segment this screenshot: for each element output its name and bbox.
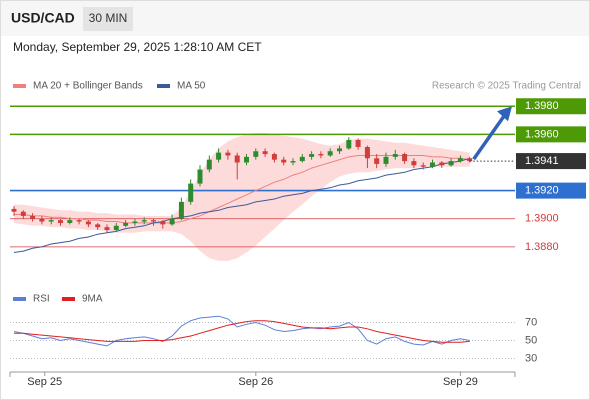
candle-body	[299, 156, 305, 162]
legend-label: RSI	[33, 294, 50, 305]
candle-body	[11, 208, 17, 212]
candle-body	[271, 154, 277, 160]
legend-swatch	[13, 297, 26, 301]
candle-body	[67, 220, 73, 223]
candle-body	[39, 218, 45, 222]
level-label: 1.3960	[525, 128, 559, 140]
last-price-box	[516, 153, 586, 170]
timestamp: Monday, September 29, 2025 1:28:10 AM CE…	[13, 40, 262, 54]
legend-label: 9MA	[82, 294, 103, 305]
candle-body	[123, 222, 129, 226]
candle-body	[318, 154, 324, 156]
level-label-box	[516, 182, 586, 199]
credit: Research © 2025 Trading Central	[432, 81, 581, 92]
level-label: 1.3980	[525, 100, 559, 112]
legend-swatch	[62, 297, 75, 301]
candle-body	[392, 154, 398, 157]
candle-body	[95, 224, 101, 228]
candle-body	[253, 151, 259, 157]
candle-body	[160, 221, 166, 225]
candle-body	[281, 159, 287, 163]
candle-body	[30, 215, 36, 219]
candle-body	[132, 221, 138, 223]
x-tick-label: Sep 29	[443, 376, 478, 388]
candle-body	[346, 139, 352, 149]
candle-body	[197, 169, 203, 184]
level-label: 1.3900	[525, 213, 559, 225]
legend-swatch	[157, 84, 170, 88]
level-label-box	[516, 126, 586, 143]
candle-body	[430, 162, 435, 167]
candle-body	[58, 220, 63, 223]
candle-body	[178, 201, 184, 219]
indicator-line	[13, 315, 470, 347]
candle-body	[262, 151, 268, 155]
candle-body	[216, 152, 222, 160]
candle-body	[374, 158, 380, 164]
x-tick-label: Sep 25	[27, 376, 62, 388]
candle-body	[448, 161, 454, 166]
y-tick-label: 30	[525, 352, 537, 364]
candle-body	[364, 147, 370, 159]
candle-body	[402, 154, 408, 162]
candle-body	[151, 220, 156, 222]
candle-body	[104, 227, 110, 230]
candle-body	[169, 218, 175, 225]
candle-body	[411, 161, 417, 166]
candle-body	[327, 151, 333, 156]
timeframe: 30 MIN	[89, 11, 128, 25]
candle-body	[467, 158, 473, 162]
candle-body	[383, 156, 389, 164]
legend-label: MA 50	[177, 81, 206, 92]
candle-body	[113, 225, 119, 230]
candle-body	[85, 221, 91, 225]
indicator-line	[14, 320, 470, 343]
candle-body	[420, 165, 426, 167]
legend-swatch	[13, 84, 26, 88]
last-price-label: 1.3941	[525, 155, 559, 167]
level-label-box	[516, 98, 586, 115]
y-tick-label: 50	[525, 334, 537, 346]
level-label: 1.3920	[525, 185, 559, 197]
candle-body	[309, 154, 315, 157]
symbol: USD/CAD	[11, 10, 75, 26]
legend-label: MA 20 + Bollinger Bands	[33, 81, 143, 92]
candle-body	[188, 183, 194, 202]
level-label: 1.3880	[525, 241, 559, 253]
candle-body	[457, 158, 463, 162]
y-tick-label: 70	[525, 316, 537, 328]
candle-body	[48, 220, 54, 222]
candle-body	[290, 161, 296, 163]
x-tick-label: Sep 26	[238, 376, 273, 388]
timeframe-box	[83, 7, 133, 31]
forecast-arrow-head	[497, 106, 512, 122]
candle-body	[234, 155, 240, 163]
candle-body	[76, 220, 82, 222]
candle-body	[20, 211, 26, 216]
forecast-arrow	[472, 112, 508, 161]
candle-body	[439, 162, 445, 166]
candle-body	[206, 159, 212, 170]
candle-body	[337, 148, 342, 152]
candle-body	[355, 139, 361, 148]
candle-body	[225, 152, 231, 156]
candle-body	[244, 156, 249, 163]
candle-body	[141, 220, 147, 222]
ma-line	[13, 157, 470, 253]
